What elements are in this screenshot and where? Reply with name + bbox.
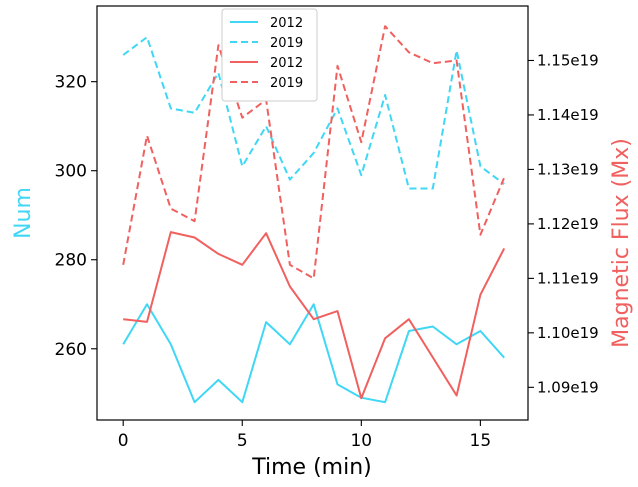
y-axis-left: 260 280 300 320 (55, 73, 97, 360)
legend: 2012 2019 2012 2019 (221, 8, 318, 102)
x-tick-label: 10 (350, 431, 372, 451)
y-right-tick-label: 1.15e19 (537, 51, 599, 69)
series-line-left-2012-solid (122, 303, 505, 404)
y-right-tick-label: 1.10e19 (537, 324, 599, 342)
y-left-tick-label: 280 (55, 251, 87, 271)
y-left-tick-label: 260 (55, 340, 87, 360)
x-tick-label: 0 (118, 431, 129, 451)
plot-area (122, 25, 506, 404)
series-line-right-2012-solid (123, 231, 506, 400)
y-right-tick-label: 1.14e19 (537, 106, 599, 124)
y-left-tick-label: 320 (55, 73, 87, 93)
y-axis-left-label: Num (11, 187, 36, 239)
y-right-tick-label: 1.12e19 (537, 215, 599, 233)
legend-label: 2019 (270, 36, 303, 51)
y-axis-right: 1.09e19 1.10e19 1.11e19 1.12e19 1.13e19 1.14e… (528, 51, 599, 396)
y-left-tick-label: 300 (55, 162, 87, 182)
x-axis: 0 5 10 15 (118, 420, 491, 451)
legend-label: 2019 (270, 76, 303, 91)
series-line-right-2019-dashed (122, 25, 506, 280)
x-axis-label: Time (min) (251, 455, 372, 480)
y-right-tick-label: 1.13e19 (537, 160, 599, 178)
legend-label: 2012 (270, 56, 303, 71)
legend-label: 2012 (270, 16, 303, 31)
y-right-tick-label: 1.11e19 (537, 269, 599, 287)
legend-box (221, 8, 318, 102)
series-line-left-2019-dashed (122, 36, 505, 190)
y-axis-right-label: Magnetic Flux (Mx) (609, 138, 634, 348)
plot-frame (96, 5, 529, 421)
x-tick-label: 15 (470, 431, 492, 451)
x-tick-label: 5 (237, 431, 248, 451)
y-right-tick-label: 1.09e19 (537, 378, 599, 396)
